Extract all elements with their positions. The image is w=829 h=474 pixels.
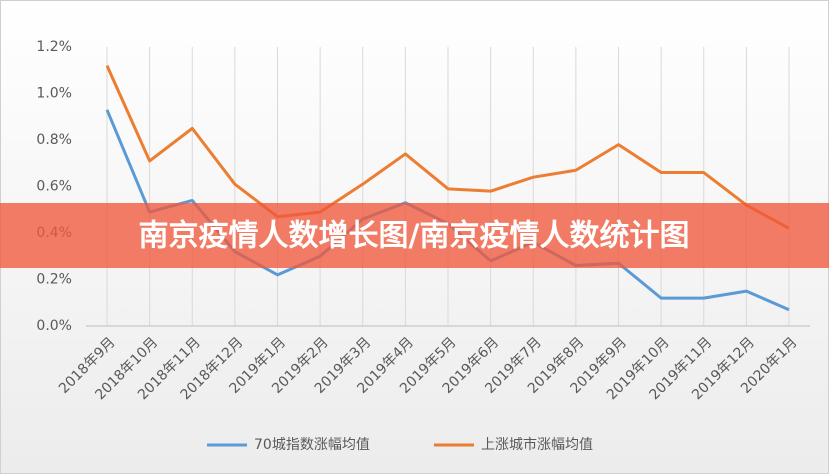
banner-text: 南京疫情人数增长图/南京疫情人数统计图 [139, 219, 690, 254]
y-tick-label: 1.2% [36, 39, 72, 55]
y-tick-label: 1.0% [36, 86, 72, 102]
legend-label: 70城指数涨幅均值 [254, 437, 370, 453]
legend-label: 上涨城市涨幅均值 [481, 436, 593, 453]
y-tick-label: 0.2% [36, 272, 72, 288]
series-line [105, 64, 790, 230]
banner-band [0, 203, 829, 268]
y-tick-label: 0.0% [36, 318, 72, 334]
y-tick-label: 0.8% [36, 132, 72, 148]
y-tick-label: 0.6% [36, 179, 72, 195]
